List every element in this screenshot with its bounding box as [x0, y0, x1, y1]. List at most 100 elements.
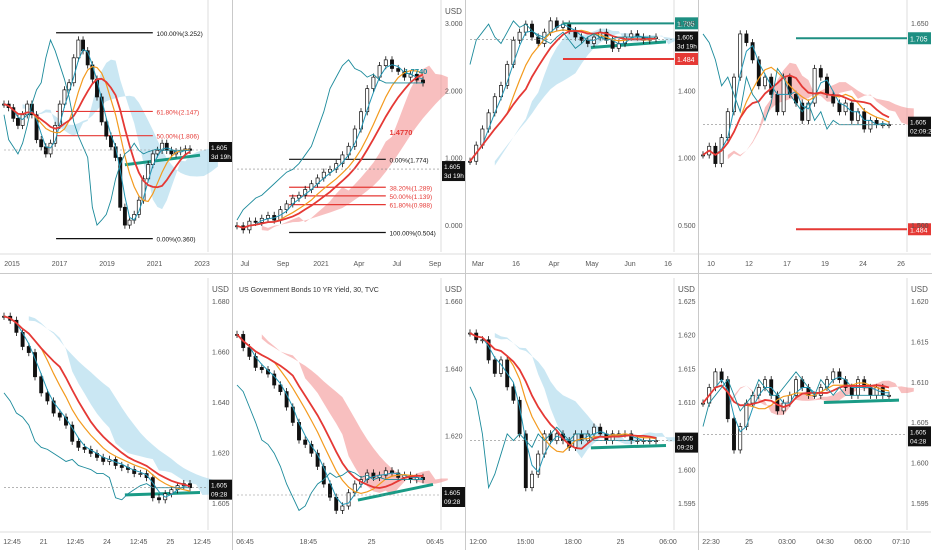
candle-body — [536, 453, 541, 475]
candle-body — [169, 150, 174, 155]
x-tick-label: 03:00 — [778, 539, 796, 546]
y-tick-label: 1.640 — [445, 366, 463, 373]
level-tag-label: 1.705 — [677, 21, 695, 28]
candle-body — [592, 426, 596, 435]
chart-panel-p8[interactable]: USD 1.620 1.615 1.610 1.605 1.600 1.595 1.605 04… — [699, 278, 931, 550]
candle-body — [169, 489, 174, 495]
chart-panel-p4[interactable]: 1.7051.4841.6501.5501.5001.60502:09:2810… — [699, 0, 931, 272]
x-tick-label: 2023 — [194, 261, 210, 268]
candle-body — [48, 142, 53, 155]
price-tag-label: 02:09:28 — [910, 129, 931, 136]
x-tick-label: 06:00 — [659, 539, 677, 546]
y-tick-label: 1.610 — [911, 380, 929, 387]
level-tag-label: 1.484 — [910, 227, 928, 234]
candle-body — [39, 376, 44, 394]
candle-body — [26, 346, 31, 353]
level-tag — [675, 52, 698, 65]
tenkan-line — [3, 315, 191, 498]
candle-body — [383, 59, 388, 66]
x-tick-label: 10 — [707, 261, 715, 268]
x-tick-label: 12:45 — [130, 539, 148, 546]
candle-body — [118, 157, 123, 208]
x-tick-label: 06:45 — [236, 539, 254, 546]
candle-body — [150, 153, 155, 165]
x-tick-label: May — [585, 261, 599, 268]
ichimoku-cloud — [261, 65, 448, 231]
price-tag-label: 1.605 — [211, 145, 228, 152]
ichimoku-cloud — [28, 316, 215, 496]
lagging-span-line — [469, 20, 656, 65]
moving-average-line — [469, 30, 656, 162]
fib-level-label: 0.00%(0.360) — [157, 237, 196, 244]
chart-title: US Government Bonds 10 YR Yield, 30, TVC — [239, 287, 379, 294]
y-tick-label: 2.000 — [445, 88, 463, 95]
chart-panel-p2[interactable]: USD 0.00%(1.774) 38.20%(1.289) 50.00%(1.139… — [233, 0, 465, 272]
candle-body — [328, 483, 332, 498]
price-tag — [908, 426, 931, 447]
fib-level-label: 100.00%(3.252) — [157, 31, 203, 38]
x-tick-label: 21 — [40, 539, 48, 546]
trend-line — [590, 443, 667, 450]
x-tick-label: 06:00 — [854, 539, 872, 546]
fib-level-label: 0.00%(1.774) — [390, 157, 429, 164]
y-tick-label: 1.620 — [678, 333, 696, 340]
price-tag-label: 1.605 — [910, 429, 927, 436]
price-tag-label: 3d 19h — [677, 43, 697, 50]
fib-level-label: 61.80%(2.147) — [157, 109, 200, 116]
candle-body — [34, 114, 39, 141]
moving-average-line — [236, 73, 424, 229]
candle-body — [303, 439, 308, 445]
candle-body — [284, 391, 289, 408]
candle-body — [548, 20, 553, 33]
candle-body — [20, 114, 25, 126]
candle-body — [831, 371, 836, 381]
moving-average-line — [236, 333, 423, 489]
candle-body — [868, 387, 873, 396]
candle-body — [396, 68, 401, 72]
moving-average-line — [3, 77, 191, 189]
lagging-span-line — [3, 38, 190, 226]
x-tick-label: Jul — [241, 261, 250, 268]
candle-body — [127, 219, 132, 226]
candle-body — [598, 426, 603, 435]
y-tick-label: 1.595 — [911, 501, 929, 508]
candle-body — [253, 220, 258, 223]
y-tick-label: 1.620 — [445, 434, 463, 441]
chart-panel-p5[interactable]: USD 1.680 1.660 1.640 1.620 1.605 1.605 09:28 12… — [0, 278, 232, 550]
fib-level-label: 38.20%(1.289) — [390, 185, 433, 192]
candle-body — [775, 94, 780, 113]
candle-body — [352, 483, 357, 494]
y-tick-label: 1.000 — [445, 156, 463, 163]
ichimoku-cloud — [22, 59, 218, 210]
ichimoku-cloud — [261, 334, 448, 496]
candle-body — [247, 347, 252, 357]
candle-body — [880, 387, 885, 396]
candle-body — [99, 96, 104, 123]
price-tag-label: 1.605 — [910, 120, 927, 127]
lagging-span-line — [469, 386, 656, 490]
candle-body — [719, 371, 724, 381]
candle-body — [57, 103, 62, 126]
chart-panel-p1[interactable]: 100.00%(3.252) 61.80%(2.147) 50.00%(1.806)… — [0, 0, 232, 272]
chart-panel-p7[interactable]: USD1.6251.6201.6151.6101.6051.6001.5951.… — [466, 278, 698, 550]
x-tick-label: 12:45 — [3, 539, 21, 546]
chart-panel-p3[interactable]: 1.705 1.484 1.500 1.400 1.000 0.500 1.605 3d 19… — [466, 0, 698, 272]
x-tick-label: 04:30 — [816, 539, 834, 546]
y-tick-label: 1.620 — [212, 451, 230, 458]
candle-body — [259, 367, 264, 370]
x-tick-label: 18:00 — [564, 539, 582, 546]
x-tick-label: 2021 — [313, 261, 329, 268]
candle-body — [468, 160, 472, 163]
chart-panel-p6[interactable]: USD US Government Bonds 10 YR Yield, 30, … — [233, 278, 465, 550]
trend-line — [124, 491, 201, 497]
x-tick-label: 25 — [617, 539, 625, 546]
lagging-span-line — [236, 384, 423, 512]
candle-body — [738, 426, 743, 451]
x-tick-label: 19 — [821, 261, 829, 268]
candle-body — [629, 33, 634, 38]
candle-body — [874, 387, 879, 396]
y-tick-label: 1.660 — [445, 299, 463, 306]
y-tick-label: 1.600 — [911, 461, 929, 468]
candle-body — [278, 384, 283, 392]
candle-body — [315, 452, 320, 467]
